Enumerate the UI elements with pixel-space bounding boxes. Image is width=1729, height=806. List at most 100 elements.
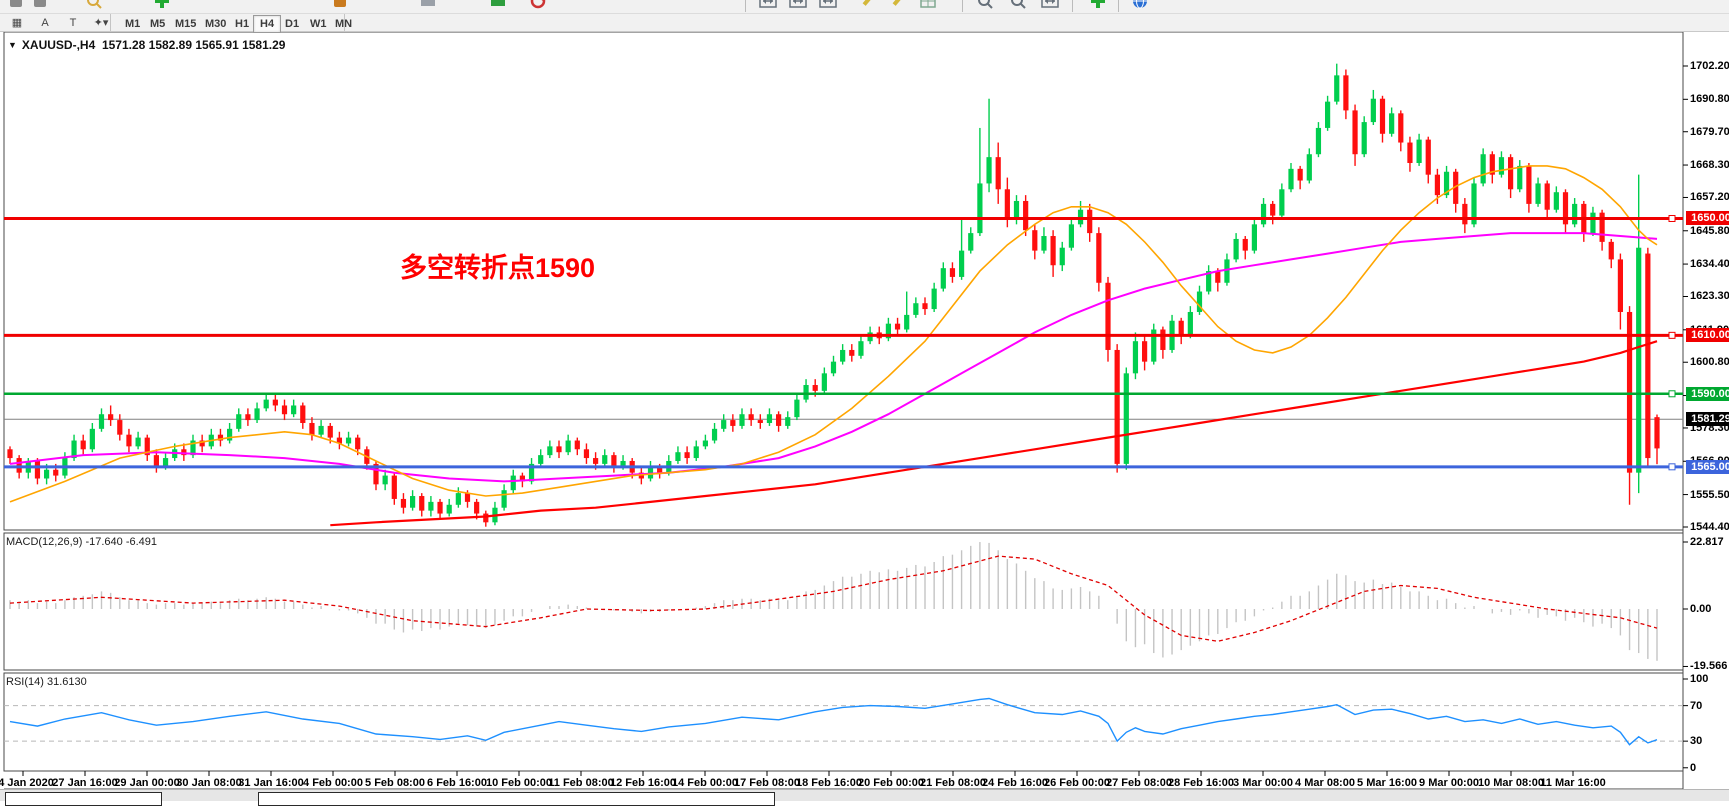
time-axis-label: 27 Feb 08:00 (1105, 777, 1173, 789)
time-axis-label: 10 Feb 00:00 (485, 777, 553, 789)
timeframe-button-M5[interactable]: M5 (150, 18, 166, 30)
chart-menu-triangle-icon[interactable]: ▼ (8, 40, 17, 50)
timeframe-button-D1[interactable]: D1 (285, 18, 300, 30)
chart-window[interactable]: ▼ XAUUSD-,H4 1571.28 1582.89 1565.91 1581… (0, 31, 1729, 789)
fit-window-icon[interactable] (818, 0, 838, 11)
bottom-tab-bar (0, 789, 1729, 806)
chart-window-icon[interactable] (6, 0, 26, 11)
price-tick-label: 1555.50 (1690, 488, 1729, 501)
indicator-tick-label: 100 (1690, 673, 1709, 685)
time-axis-label: 9 Mar 00:00 (1419, 777, 1479, 789)
time-axis-label: 4 Feb 00:00 (303, 777, 363, 789)
timeframe-button-W1[interactable]: W1 (310, 18, 327, 30)
time-axis-label: 10 Mar 08:00 (1477, 777, 1545, 789)
price-tag-1610.00: 1610.00 (1686, 328, 1729, 343)
time-axis-label: 11 Mar 16:00 (1540, 777, 1606, 789)
price-tag-1565.00: 1565.00 (1686, 459, 1729, 474)
price-tag-1650.00: 1650.00 (1686, 211, 1729, 226)
zoom-out-icon[interactable] (1008, 0, 1028, 11)
toolbar-separator (1072, 0, 1073, 12)
time-axis-label: 24 Jan 2020 (0, 777, 54, 789)
time-axis-label: 27 Jan 16:00 (52, 777, 118, 789)
time-axis-label: 14 Feb 00:00 (671, 777, 739, 789)
indicator-tick-label: 70 (1690, 699, 1703, 712)
shapes-tool[interactable]: ✦▾ (93, 17, 109, 29)
print-preview-icon[interactable] (488, 0, 508, 11)
toolbar-separator (344, 14, 345, 31)
price-tag-1581.29: 1581.29 (1686, 412, 1729, 427)
time-axis-label: 20 Feb 00:00 (857, 777, 925, 789)
toolbar-row-icons (0, 0, 1729, 13)
chart-text-annotation: 多空转折点1590 (400, 253, 596, 283)
indicator-tick-label: 0 (1690, 761, 1697, 774)
timeframe-button-H1[interactable]: H1 (235, 18, 250, 30)
time-axis-label: 5 Mar 16:00 (1357, 777, 1417, 789)
time-axis-label: 6 Feb 16:00 (427, 777, 487, 789)
new-order-icon[interactable] (152, 0, 172, 11)
fit-width-icon[interactable] (758, 0, 778, 11)
add-indicator-icon[interactable] (1088, 0, 1108, 11)
cursor-icon[interactable] (30, 0, 50, 11)
timeframe-button-M15[interactable]: M15 (175, 18, 197, 30)
time-axis-label: 30 Jan 08:00 (176, 777, 242, 789)
pencil2-icon[interactable] (888, 0, 908, 11)
chart-title: ▼ XAUUSD-,H4 1571.28 1582.89 1565.91 1581… (8, 38, 285, 52)
price-tick-label: 1600.80 (1690, 356, 1729, 369)
price-tag-1590.00: 1590.00 (1686, 386, 1729, 401)
time-axis-label: 26 Feb 00:00 (1043, 777, 1111, 789)
toolbar-separator (110, 14, 111, 31)
price-tick-label: 1657.20 (1690, 191, 1729, 204)
timeframe-button-M30[interactable]: M30 (205, 18, 227, 30)
timeframe-button-M1[interactable]: M1 (125, 18, 141, 30)
zoom-icon[interactable] (84, 0, 104, 11)
time-axis-label: 12 Feb 16:00 (609, 777, 677, 789)
fit-height-icon[interactable] (788, 0, 808, 11)
toolbar-separator (1118, 0, 1119, 12)
zoom-in-icon[interactable] (975, 0, 995, 11)
toolbar-separator (745, 0, 746, 12)
price-tick-label: 1690.80 (1690, 93, 1729, 106)
indicator-tick-label: -19.566 (1690, 660, 1728, 673)
price-tick-label: 1679.70 (1690, 125, 1729, 138)
price-tick-label: 1668.30 (1690, 159, 1729, 172)
time-axis-label: 3 Mar 00:00 (1233, 777, 1293, 789)
chart-symbol-period: XAUUSD-,H4 (21, 38, 96, 52)
macd-indicator-label: MACD(12,26,9) -17.640 -6.491 (6, 536, 158, 548)
price-tick-label: 1623.30 (1690, 290, 1729, 303)
time-axis-label: 31 Jan 16:00 (238, 777, 304, 789)
compose-icon[interactable] (330, 0, 350, 11)
price-tick-label: 1702.20 (1690, 60, 1729, 72)
time-axis-label: 28 Feb 16:00 (1167, 777, 1235, 789)
grid-table-icon[interactable] (918, 0, 938, 11)
timeframe-button-MN[interactable]: MN (328, 15, 359, 33)
time-axis-label: 11 Feb 08:00 (548, 777, 614, 789)
time-axis-label: 21 Feb 08:00 (919, 777, 987, 789)
chart-window-tab-1[interactable] (5, 792, 162, 806)
timeframe-button-H4[interactable]: H4 (253, 15, 282, 33)
indicator-tick-label: 0.00 (1690, 603, 1712, 615)
label-a-tool[interactable]: A (41, 17, 49, 29)
price-tick-label: 1544.40 (1690, 520, 1729, 533)
indicator-tick-label: 22.817 (1690, 535, 1724, 548)
text-tool[interactable]: T (69, 17, 77, 29)
marquee-tool[interactable]: ▦ (11, 17, 23, 29)
time-axis-label: 17 Feb 08:00 (733, 777, 801, 789)
time-axis-label: 24 Feb 16:00 (981, 777, 1049, 789)
time-axis-label: 29 Jan 00:00 (114, 777, 180, 789)
chart-canvas[interactable] (0, 31, 1729, 789)
pencil-icon[interactable] (858, 0, 878, 11)
scale-icon[interactable] (1040, 0, 1060, 11)
print-icon[interactable] (418, 0, 438, 11)
chart-window-tab-2[interactable] (258, 792, 775, 806)
price-tick-label: 1645.80 (1690, 224, 1729, 237)
time-axis-label: 4 Mar 08:00 (1295, 777, 1355, 789)
toolbar-separator (962, 0, 963, 12)
web-icon[interactable] (1130, 0, 1150, 11)
time-axis-label: 5 Feb 08:00 (365, 777, 425, 789)
time-axis-label: 18 Feb 16:00 (795, 777, 863, 789)
chart-ohlc-values: 1571.28 1582.89 1565.91 1581.29 (101, 38, 286, 52)
refresh-icon[interactable] (528, 0, 548, 11)
price-tick-label: 1634.40 (1690, 258, 1729, 271)
